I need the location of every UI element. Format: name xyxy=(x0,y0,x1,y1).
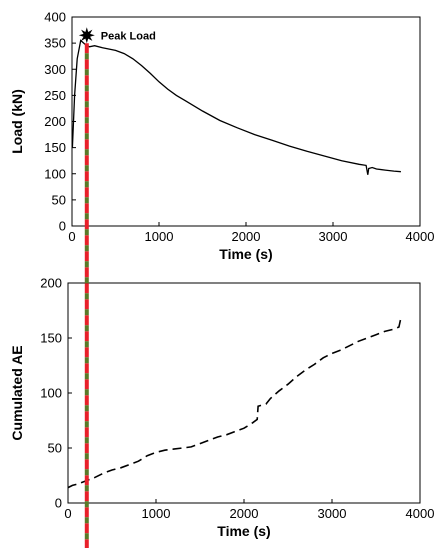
ae-y-tick-label: 50 xyxy=(48,441,62,456)
ae-x-tick-label: 3000 xyxy=(318,506,347,521)
load-chart-x-ticks: 0 1000 2000 3000 4000 xyxy=(68,222,434,244)
load-chart: 0 1000 2000 3000 4000 0 50 100 150 200 250 300 350 4… xyxy=(9,10,434,263)
cumulated-ae-series-line xyxy=(67,319,402,489)
ae-x-tick-label: 2000 xyxy=(230,506,259,521)
ae-y-tick-label: 0 xyxy=(55,496,62,511)
load-y-tick-label: 350 xyxy=(44,36,66,51)
load-chart-x-axis-title: Time (s) xyxy=(219,246,272,262)
load-y-tick-label: 300 xyxy=(44,62,66,77)
ae-chart-x-axis-title: Time (s) xyxy=(217,523,270,539)
load-chart-y-axis-title: Load (kN) xyxy=(9,89,25,154)
load-x-tick-label: 3000 xyxy=(319,229,348,244)
ae-x-tick-label: 0 xyxy=(64,506,71,521)
peak-load-annotation: Peak Load xyxy=(101,30,156,42)
peak-load-star-marker xyxy=(78,27,95,44)
load-x-tick-label: 0 xyxy=(68,229,75,244)
load-y-tick-label: 0 xyxy=(59,219,66,234)
ae-chart-y-axis-title: Cumulated AE xyxy=(9,345,25,440)
ae-chart-y-ticks: 0 50 100 150 200 xyxy=(40,276,72,511)
ae-chart-x-ticks: 0 1000 2000 3000 4000 xyxy=(64,499,434,521)
load-y-tick-label: 200 xyxy=(44,114,66,129)
load-y-tick-label: 150 xyxy=(44,140,66,155)
ae-y-tick-label: 150 xyxy=(40,331,62,346)
load-series-line xyxy=(71,39,401,175)
ae-x-tick-label: 1000 xyxy=(142,506,171,521)
load-y-tick-label: 250 xyxy=(44,88,66,103)
load-y-tick-label: 50 xyxy=(52,192,66,207)
load-y-tick-label: 400 xyxy=(44,10,66,25)
ae-x-tick-label: 4000 xyxy=(406,506,435,521)
load-y-tick-label: 100 xyxy=(44,166,66,181)
ae-y-tick-label: 200 xyxy=(40,276,62,291)
load-chart-y-ticks: 0 50 100 150 200 250 300 350 400 xyxy=(44,10,76,234)
ae-y-tick-label: 100 xyxy=(40,386,62,401)
load-x-tick-label: 2000 xyxy=(232,229,261,244)
load-x-tick-label: 1000 xyxy=(145,229,174,244)
load-x-tick-label: 4000 xyxy=(406,229,435,244)
